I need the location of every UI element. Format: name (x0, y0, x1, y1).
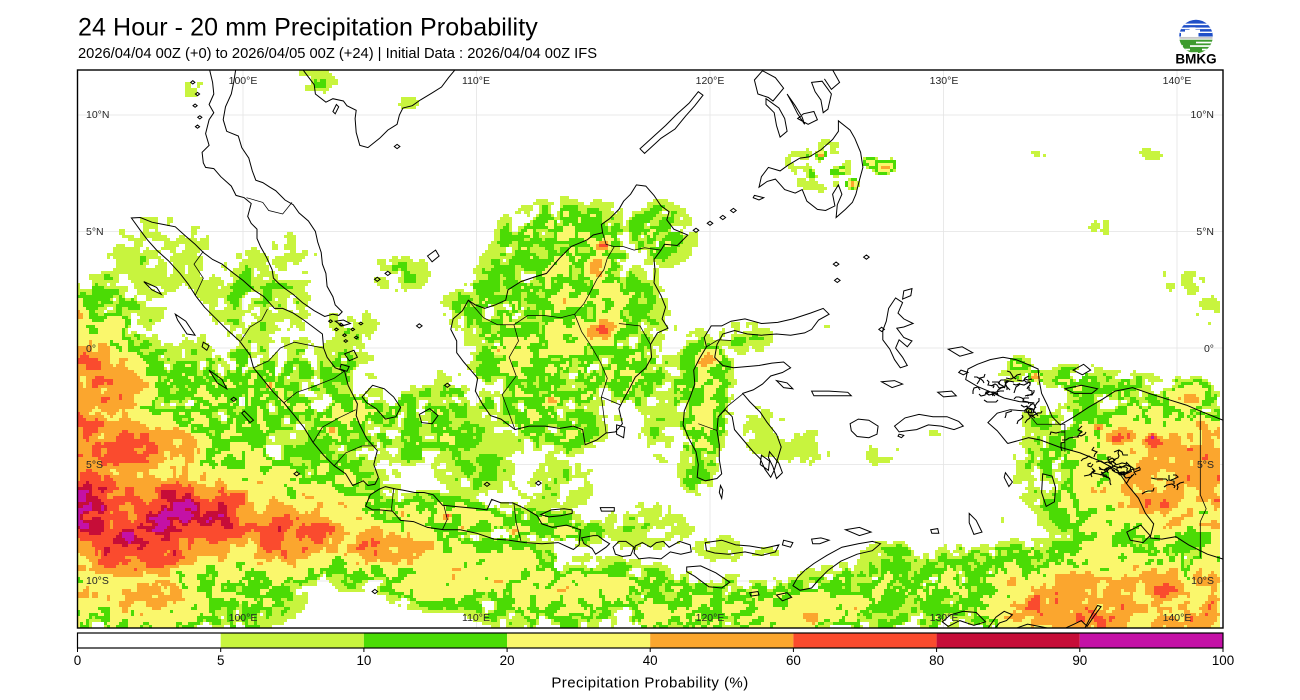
svg-text:100: 100 (1212, 653, 1234, 668)
svg-text:130°E: 130°E (930, 612, 959, 624)
svg-text:100°E: 100°E (229, 612, 258, 624)
svg-text:140°E: 140°E (1163, 612, 1192, 624)
svg-text:5°S: 5°S (86, 459, 103, 471)
svg-text:100°E: 100°E (229, 75, 258, 87)
svg-text:40: 40 (643, 653, 658, 668)
svg-text:80: 80 (929, 653, 944, 668)
svg-text:90: 90 (1072, 653, 1087, 668)
svg-text:5°N: 5°N (86, 226, 104, 238)
svg-text:110°E: 110°E (462, 612, 490, 624)
svg-text:5°S: 5°S (1197, 459, 1214, 471)
svg-text:Precipitation Probability (%): Precipitation Probability (%) (551, 675, 748, 692)
svg-text:24 Hour - 20 mm Precipitation: 24 Hour - 20 mm Precipitation Probabilit… (78, 14, 538, 42)
svg-text:10: 10 (356, 653, 371, 668)
svg-text:10°N: 10°N (86, 109, 109, 121)
svg-text:10°N: 10°N (1191, 109, 1214, 121)
svg-text:0°: 0° (86, 343, 96, 355)
svg-text:BMKG: BMKG (1175, 52, 1216, 67)
svg-text:110°E: 110°E (462, 75, 490, 87)
svg-text:2026/04/04 00Z (+0) to 2026/04: 2026/04/04 00Z (+0) to 2026/04/05 00Z (+… (78, 46, 597, 62)
svg-text:130°E: 130°E (930, 75, 959, 87)
svg-text:0: 0 (74, 653, 81, 668)
svg-text:5°N: 5°N (1196, 226, 1214, 238)
svg-text:5: 5 (217, 653, 224, 668)
svg-text:120°E: 120°E (696, 75, 725, 87)
svg-text:20: 20 (500, 653, 515, 668)
svg-text:140°E: 140°E (1163, 75, 1192, 87)
svg-text:120°E: 120°E (696, 612, 725, 624)
svg-text:10°S: 10°S (1191, 575, 1214, 587)
svg-text:60: 60 (786, 653, 801, 668)
svg-text:0°: 0° (1204, 343, 1214, 355)
svg-text:10°S: 10°S (86, 575, 109, 587)
